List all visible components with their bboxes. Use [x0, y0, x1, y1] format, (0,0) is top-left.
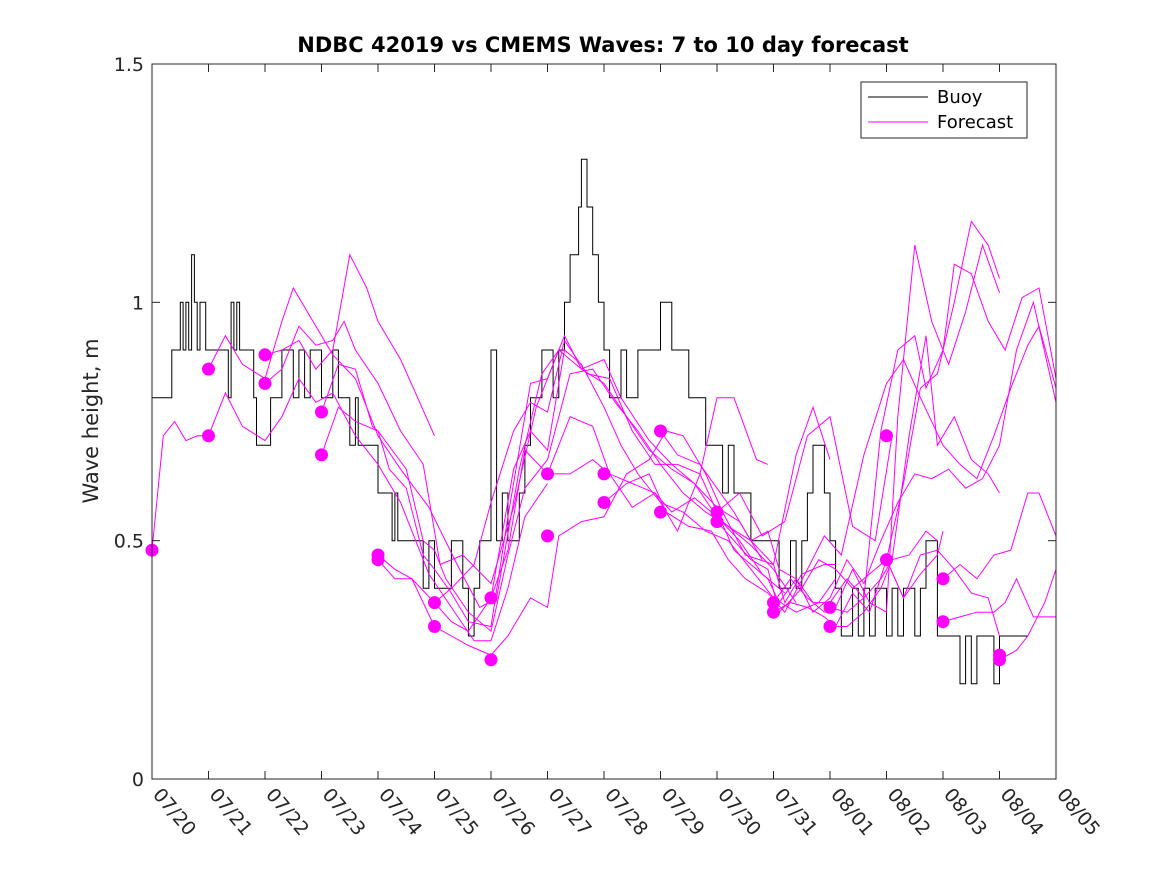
forecast-start-point-1 — [202, 362, 215, 376]
y-tick-label: 1 — [132, 292, 144, 314]
forecast-start-point-30 — [993, 653, 1006, 667]
series-forecast-line-14 — [660, 300, 1057, 613]
series-layer — [151, 158, 1057, 685]
marker-layer — [145, 348, 1006, 667]
forecast-start-point-6 — [315, 448, 328, 462]
y-axis-label: Wave height, m — [79, 338, 103, 503]
series-forecast-line-1 — [151, 420, 209, 551]
forecast-start-point-26 — [880, 553, 893, 567]
forecast-start-point-16 — [597, 496, 611, 509]
forecast-start-point-24 — [823, 620, 837, 633]
forecast-start-point-2 — [202, 429, 215, 443]
series-forecast-line-5 — [264, 320, 560, 585]
chart-title: NDBC 42019 vs CMEMS Waves: 7 to 10 day f… — [297, 33, 908, 57]
plot-background — [152, 64, 1056, 779]
series-forecast-line-17 — [773, 243, 1000, 614]
series-forecast-line-22 — [942, 492, 1057, 580]
forecast-start-point-11 — [484, 591, 498, 605]
forecast-start-point-9 — [428, 596, 441, 610]
forecast-start-point-15 — [597, 467, 611, 481]
series-forecast-line-7 — [321, 368, 797, 633]
series-forecast-line-3 — [208, 286, 763, 609]
series-forecast-line-13 — [603, 324, 1057, 614]
series-forecast-line-16 — [716, 521, 944, 614]
forecast-start-point-20 — [710, 515, 724, 529]
forecast-start-point-5 — [315, 405, 328, 419]
series-forecast-line-2 — [208, 377, 548, 642]
series-forecast-line-23 — [942, 577, 1056, 623]
forecast-start-point-10 — [428, 620, 441, 633]
y-tick-label: 0.5 — [114, 531, 144, 553]
y-axis: 0 0.5 1 1.5 — [114, 54, 1056, 791]
legend-buoy-label: Buoy — [937, 87, 983, 108]
y-tick-label: 1.5 — [114, 54, 144, 76]
y-tick-label: 0 — [132, 769, 144, 791]
legend-forecast-label: Forecast — [937, 112, 1013, 133]
series-forecast-line-24 — [999, 569, 1057, 661]
series-forecast-line-19 — [829, 335, 1000, 613]
series-forecast-line-20 — [830, 530, 938, 627]
forecast-start-point-25 — [880, 429, 893, 443]
forecast-start-point-14 — [541, 529, 554, 543]
forecast-start-point-8 — [371, 553, 385, 567]
series-forecast-line-8 — [377, 349, 837, 632]
legend-box — [860, 81, 1028, 139]
plot-area — [145, 63, 1057, 780]
forecast-start-point-21 — [767, 596, 780, 610]
forecast-start-point-22 — [767, 605, 780, 619]
series-forecast-line-10 — [434, 339, 893, 603]
legend: Buoy Forecast — [860, 81, 1028, 139]
forecast-start-point-13 — [541, 467, 554, 481]
series-forecast-line-21 — [886, 549, 1000, 637]
forecast-start-point-27 — [936, 572, 950, 586]
forecast-start-point-17 — [654, 424, 667, 438]
series-forecast-line-6 — [321, 334, 786, 628]
forecast-start-point-4 — [258, 376, 272, 390]
series-forecast-line-4 — [264, 253, 435, 437]
forecast-start-point-19 — [710, 505, 724, 519]
forecast-start-point-28 — [936, 615, 950, 629]
forecast-start-point-18 — [654, 505, 667, 519]
forecast-start-point-3 — [258, 348, 272, 362]
forecast-start-point-12 — [484, 653, 498, 667]
forecast-start-point-23 — [823, 600, 837, 614]
